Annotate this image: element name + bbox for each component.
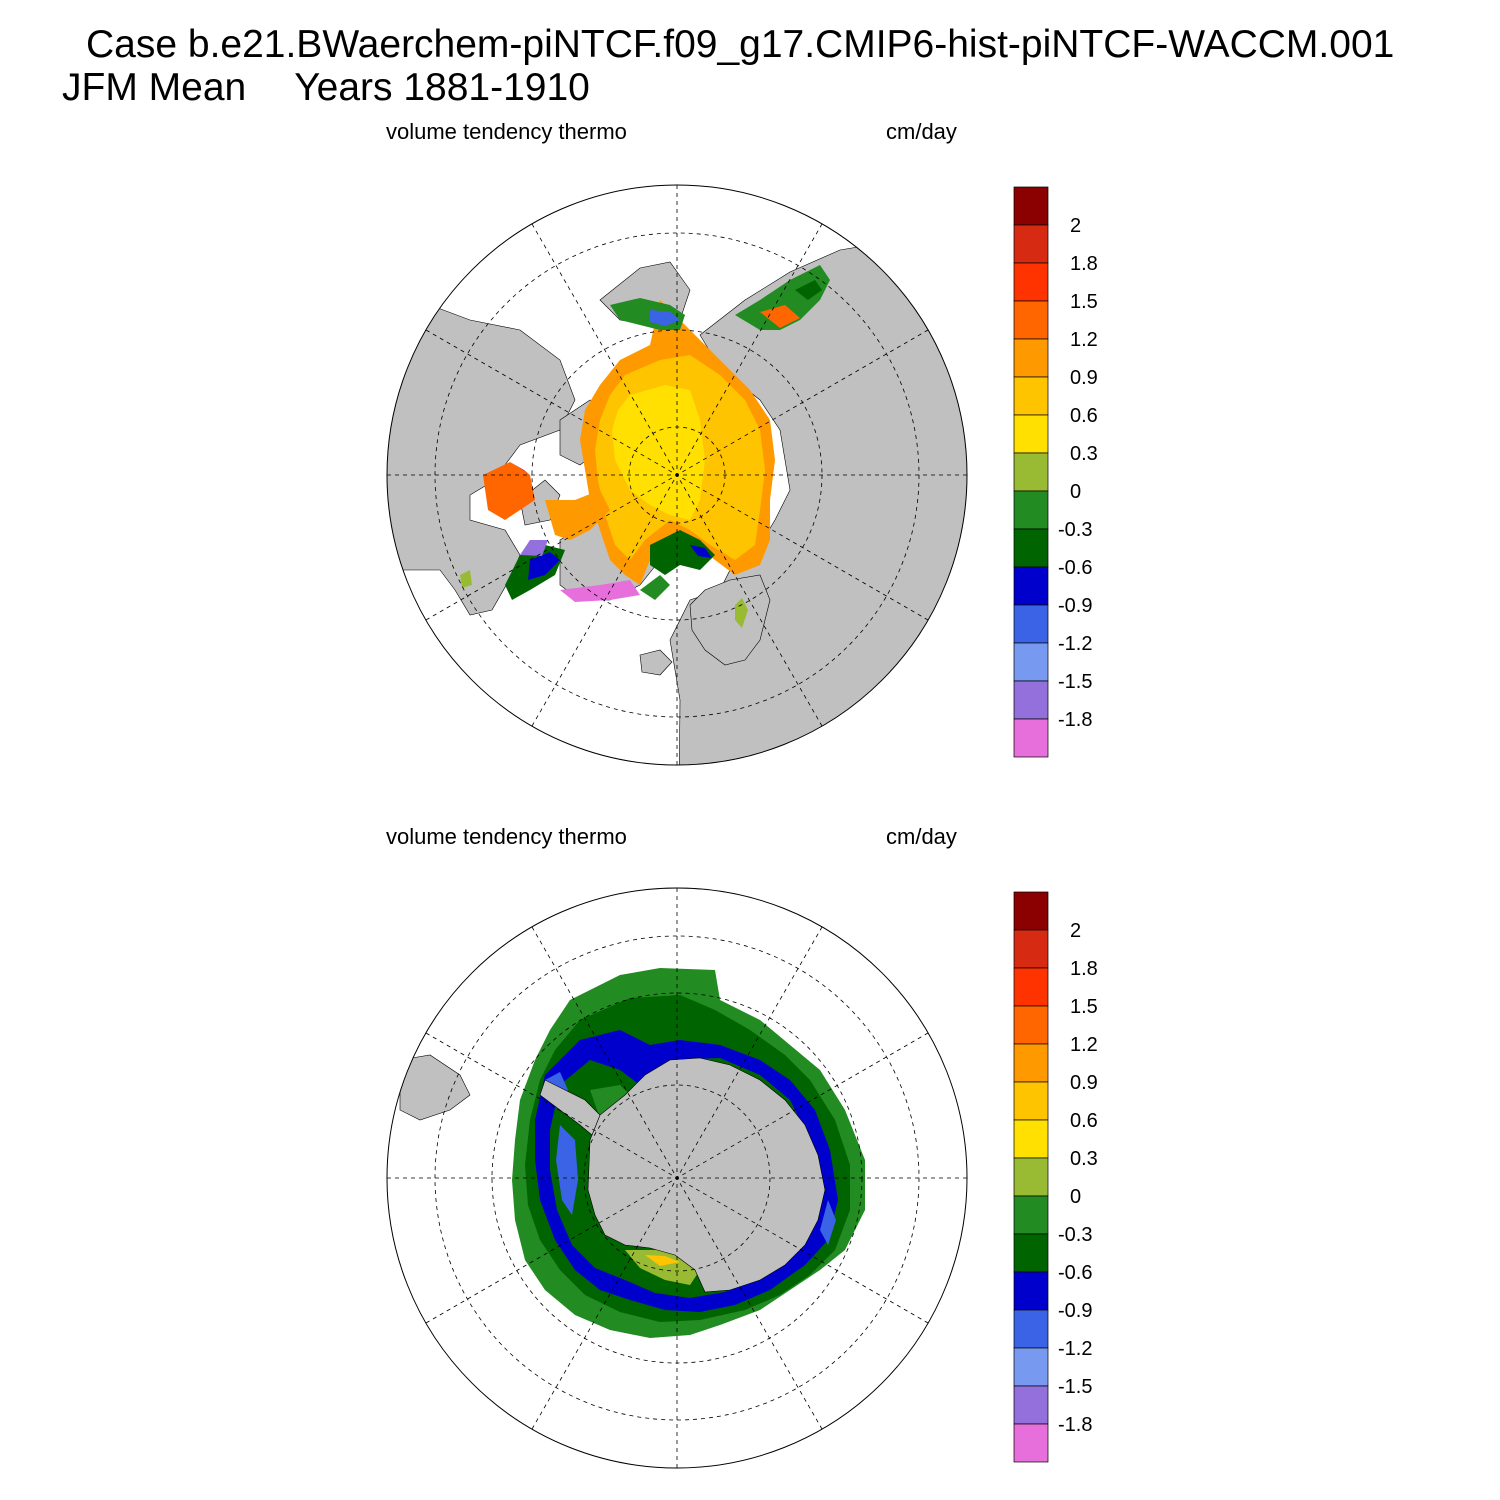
nh-colorbar-box <box>1013 528 1049 568</box>
nh-colorbar-tick-label: 1.5 <box>1070 291 1098 313</box>
sh-colorbar-tick-label: 0.3 <box>1070 1148 1098 1170</box>
nh-colorbar-tick-label: 1.8 <box>1070 253 1098 275</box>
sh-polar-map <box>386 887 968 1469</box>
sh-colorbar-tick-label: 0.9 <box>1070 1072 1098 1094</box>
panel-nh-variable: volume tendency thermo <box>386 119 627 144</box>
nh-hudson <box>483 462 535 520</box>
sh-colorbar-tick-label: 0.6 <box>1070 1110 1098 1132</box>
nh-colorbar-tick-label: -1.5 <box>1058 671 1092 693</box>
sh-south-america <box>399 1054 471 1121</box>
nh-colorbar-tick-label: -1.2 <box>1058 633 1092 655</box>
nh-colorbar-tick-label: -1.8 <box>1058 709 1092 731</box>
sh-colorbar-box <box>1013 1119 1049 1159</box>
sh-colorbar-box <box>1013 1043 1049 1083</box>
sh-colorbar-tick-label: -1.2 <box>1058 1338 1092 1360</box>
nh-colorbar-box <box>1013 186 1049 226</box>
nh-colorbar-box <box>1013 300 1049 340</box>
sh-colorbar-box <box>1013 1385 1049 1425</box>
nh-colorbar-box <box>1013 262 1049 302</box>
sh-colorbar-box <box>1013 1347 1049 1387</box>
sh-colorbar-box <box>1013 1233 1049 1273</box>
sh-colorbar-tick-label: -0.9 <box>1058 1300 1092 1322</box>
sh-colorbar-box <box>1013 1005 1049 1045</box>
season-years-title: JFM Mean Years 1881-1910 <box>62 68 590 107</box>
nh-colorbar-box <box>1013 452 1049 492</box>
nh-colorbar-tick-label: -0.9 <box>1058 595 1092 617</box>
nh-colorbar-box <box>1013 566 1049 606</box>
nh-colorbar-box <box>1013 338 1049 378</box>
sh-colorbar-tick-label: 2 <box>1070 920 1081 942</box>
nh-colorbar-tick-label: -0.6 <box>1058 557 1092 579</box>
nh-colorbar-tick-label: 1.2 <box>1070 329 1098 351</box>
sh-colorbar-tick-label: -1.5 <box>1058 1376 1092 1398</box>
sh-colorbar-box <box>1013 1309 1049 1349</box>
panel-sh-variable: volume tendency thermo <box>386 824 627 849</box>
nh-colorbar-box <box>1013 642 1049 682</box>
sh-colorbar-box <box>1013 1423 1049 1463</box>
years-label: Years 1881-1910 <box>294 66 590 109</box>
nh-map-border <box>386 184 968 766</box>
nh-colorbar-tick-label: 0 <box>1070 481 1081 503</box>
sh-map-border <box>386 887 968 1469</box>
sh-colorbar-tick-label: 0 <box>1070 1186 1081 1208</box>
nh-colorbar-tick-label: 2 <box>1070 215 1081 237</box>
sh-colorbar-box <box>1013 929 1049 969</box>
nh-colorbar-tick-label: -0.3 <box>1058 519 1092 541</box>
sh-colorbar-box <box>1013 1195 1049 1235</box>
sh-colorbar-box <box>1013 1271 1049 1311</box>
sh-colorbar-tick-label: 1.5 <box>1070 996 1098 1018</box>
nh-polar-map <box>386 184 968 766</box>
nh-colorbar-box <box>1013 224 1049 264</box>
nh-colorbar-box <box>1013 718 1049 758</box>
nh-colorbar-box <box>1013 414 1049 454</box>
panel-nh-units: cm/day <box>886 119 957 144</box>
colorbar-nh: 2 1.8 1.5 1.2 0.9 0.6 0.3 0 -0.3 -0.6 -0.9 -1.2 -1.5… <box>1013 186 1098 758</box>
sh-colorbar-tick-label: -0.3 <box>1058 1224 1092 1246</box>
nh-colorbar-box <box>1013 376 1049 416</box>
case-title: Case b.e21.BWaerchem-piNTCF.f09_g17.CMIP… <box>86 23 1395 66</box>
sh-colorbar-tick-label: -1.8 <box>1058 1414 1092 1436</box>
sh-colorbar-box <box>1013 891 1049 931</box>
sh-colorbar-box <box>1013 967 1049 1007</box>
colorbar-sh: 2 1.8 1.5 1.2 0.9 0.6 0.3 0 -0.3 -0.6 -0.9 -1.2 -1.5… <box>1013 891 1098 1463</box>
panel-sh-units: cm/day <box>886 824 957 849</box>
sh-colorbar-tick-label: 1.8 <box>1070 958 1098 980</box>
nh-colorbar-box <box>1013 680 1049 720</box>
sh-colorbar-tick-label: 1.2 <box>1070 1034 1098 1056</box>
nh-region-0.3 <box>612 385 705 520</box>
sh-colorbar-box <box>1013 1081 1049 1121</box>
nh-gridlines <box>387 185 967 765</box>
nh-colorbar-box <box>1013 604 1049 644</box>
sh-colorbar-tick-label: -0.6 <box>1058 1262 1092 1284</box>
nh-colorbar-tick-label: 0.3 <box>1070 443 1098 465</box>
season-label: JFM Mean <box>62 66 247 109</box>
sh-gridlines <box>387 888 967 1468</box>
nh-colorbar-tick-label: 0.9 <box>1070 367 1098 389</box>
sh-antarctica <box>587 1057 826 1293</box>
nh-colorbar-box <box>1013 490 1049 530</box>
sh-colorbar-box <box>1013 1157 1049 1197</box>
nh-colorbar-tick-label: 0.6 <box>1070 405 1098 427</box>
